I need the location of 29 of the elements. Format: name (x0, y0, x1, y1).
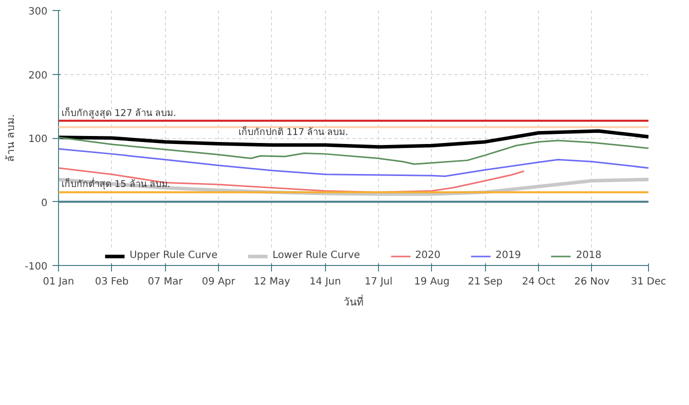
x-tick-label: 03 Feb (95, 276, 129, 288)
legend-label: 2020 (415, 250, 441, 261)
y-tick-label: 300 (28, 6, 48, 18)
ref-line-label: เก็บกักสูงสุด 127 ล้าน ลบม. (62, 106, 176, 119)
y-tick-label: -100 (24, 262, 48, 272)
x-tick-label: 12 May (254, 276, 290, 288)
ref-line-label: เก็บกักปกติ 117 ล้าน ลบม. (238, 125, 348, 138)
x-tick-label: 09 Apr (202, 276, 236, 288)
legend-label: 2019 (496, 250, 521, 261)
x-tick-label: 24 Oct (522, 276, 556, 288)
line-series (58, 148, 648, 177)
x-tick-label: 21 Sep (468, 276, 503, 288)
y-tick-label: 200 (28, 70, 48, 82)
y-axis-title: ล้าน ลบม. (4, 114, 17, 162)
x-tick-label: 01 Jan (42, 276, 74, 288)
y-tick-label: 100 (28, 134, 48, 145)
x-tick-label: 07 Mar (148, 276, 184, 288)
ref-line-label: เก็บกักต่ำสุด 15 ล้าน ลบม. (62, 177, 170, 190)
y-tick-label: 0 (41, 198, 48, 209)
x-tick-label: 26 Nov (574, 276, 610, 288)
x-tick-label: 17 Jul (364, 276, 393, 288)
legend-label: Upper Rule Curve (130, 250, 218, 261)
x-tick-label: 14 Jun (309, 276, 341, 288)
line-series (58, 136, 648, 165)
x-tick-label: 19 Aug (414, 276, 450, 288)
legend-label: Lower Rule Curve (272, 250, 360, 261)
x-tick-label: 31 Dec (630, 276, 666, 288)
legend-label: 2018 (576, 250, 602, 261)
x-axis-title: วันที่ (344, 294, 364, 308)
